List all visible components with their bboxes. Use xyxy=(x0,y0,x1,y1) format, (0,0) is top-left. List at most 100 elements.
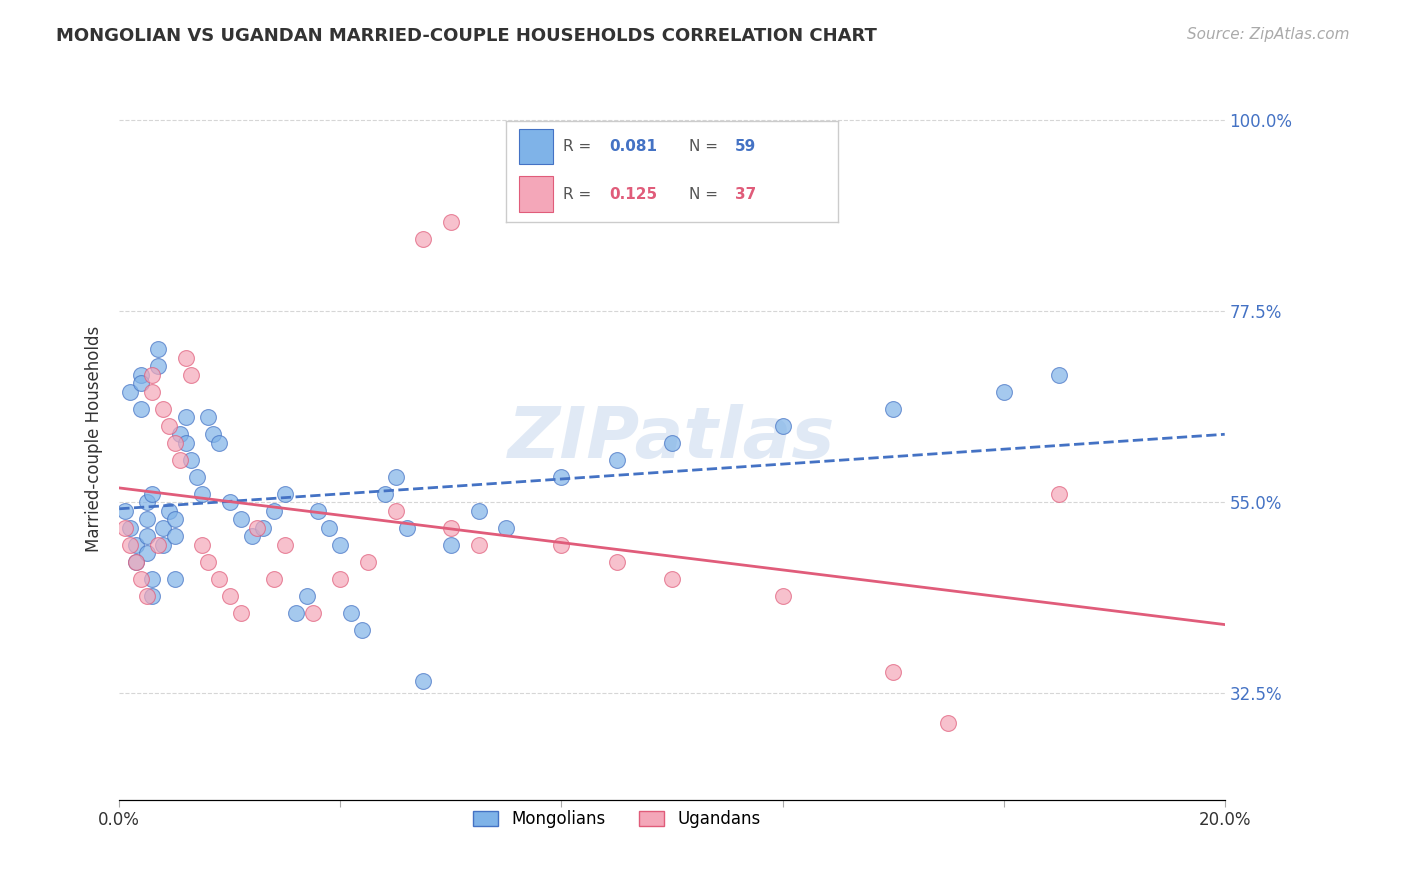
Point xyxy=(120,538,142,552)
Point xyxy=(131,572,153,586)
Point xyxy=(169,427,191,442)
Point xyxy=(274,538,297,552)
Point xyxy=(131,368,153,382)
Point xyxy=(440,538,463,552)
Point xyxy=(186,469,208,483)
Point xyxy=(340,606,363,620)
Y-axis label: Married-couple Households: Married-couple Households xyxy=(86,326,103,551)
Point xyxy=(1047,368,1070,382)
Point xyxy=(395,521,418,535)
Point xyxy=(163,512,186,526)
Point xyxy=(352,623,374,637)
Point xyxy=(384,504,406,518)
Point xyxy=(125,555,148,569)
Point xyxy=(180,452,202,467)
Point xyxy=(146,538,169,552)
Point xyxy=(141,368,163,382)
Point xyxy=(606,452,628,467)
Point xyxy=(285,606,308,620)
Point xyxy=(329,572,352,586)
Text: MONGOLIAN VS UGANDAN MARRIED-COUPLE HOUSEHOLDS CORRELATION CHART: MONGOLIAN VS UGANDAN MARRIED-COUPLE HOUS… xyxy=(56,27,877,45)
Point xyxy=(152,401,174,416)
Point xyxy=(384,469,406,483)
Point xyxy=(163,529,186,543)
Point xyxy=(125,555,148,569)
Point xyxy=(318,521,340,535)
Point xyxy=(218,589,240,603)
Point xyxy=(157,504,180,518)
Point xyxy=(772,418,794,433)
Point xyxy=(412,673,434,688)
Point xyxy=(295,589,318,603)
Point xyxy=(467,504,489,518)
Point xyxy=(301,606,323,620)
Point xyxy=(307,504,329,518)
Point xyxy=(329,538,352,552)
Point xyxy=(131,376,153,391)
Point xyxy=(252,521,274,535)
Point xyxy=(229,512,252,526)
Point xyxy=(246,521,269,535)
Point xyxy=(120,384,142,399)
Point xyxy=(174,351,197,365)
Point xyxy=(1047,486,1070,500)
Point xyxy=(135,529,157,543)
Point xyxy=(125,538,148,552)
Point xyxy=(141,384,163,399)
Point xyxy=(661,435,683,450)
Point xyxy=(191,538,214,552)
Point xyxy=(163,572,186,586)
Point xyxy=(208,572,231,586)
Text: Source: ZipAtlas.com: Source: ZipAtlas.com xyxy=(1187,27,1350,42)
Point xyxy=(550,469,572,483)
Point xyxy=(440,215,463,229)
Point xyxy=(197,555,219,569)
Point xyxy=(993,384,1015,399)
Point xyxy=(208,435,231,450)
Point xyxy=(440,521,463,535)
Point xyxy=(141,589,163,603)
Point xyxy=(550,538,572,552)
Point xyxy=(163,435,186,450)
Point xyxy=(661,572,683,586)
Point xyxy=(141,486,163,500)
Point xyxy=(202,427,225,442)
Legend: Mongolians, Ugandans: Mongolians, Ugandans xyxy=(467,803,768,835)
Point xyxy=(197,410,219,425)
Point xyxy=(152,521,174,535)
Point xyxy=(882,401,904,416)
Point xyxy=(152,538,174,552)
Point xyxy=(141,572,163,586)
Point xyxy=(146,359,169,374)
Point xyxy=(114,504,136,518)
Point xyxy=(274,486,297,500)
Text: ZIPatlas: ZIPatlas xyxy=(509,404,835,473)
Point xyxy=(135,546,157,560)
Point xyxy=(772,589,794,603)
Point xyxy=(882,665,904,679)
Point xyxy=(135,589,157,603)
Point xyxy=(263,504,285,518)
Point xyxy=(131,401,153,416)
Point xyxy=(467,538,489,552)
Point xyxy=(240,529,263,543)
Point xyxy=(146,343,169,357)
Point xyxy=(174,410,197,425)
Point xyxy=(157,418,180,433)
Point xyxy=(169,452,191,467)
Point xyxy=(180,368,202,382)
Point xyxy=(135,512,157,526)
Point xyxy=(374,486,396,500)
Point xyxy=(191,486,214,500)
Point xyxy=(114,521,136,535)
Point xyxy=(218,495,240,509)
Point xyxy=(357,555,380,569)
Point xyxy=(606,555,628,569)
Point xyxy=(174,435,197,450)
Point xyxy=(495,521,517,535)
Point xyxy=(229,606,252,620)
Point xyxy=(938,716,960,731)
Point xyxy=(120,521,142,535)
Point xyxy=(135,495,157,509)
Point xyxy=(412,232,434,246)
